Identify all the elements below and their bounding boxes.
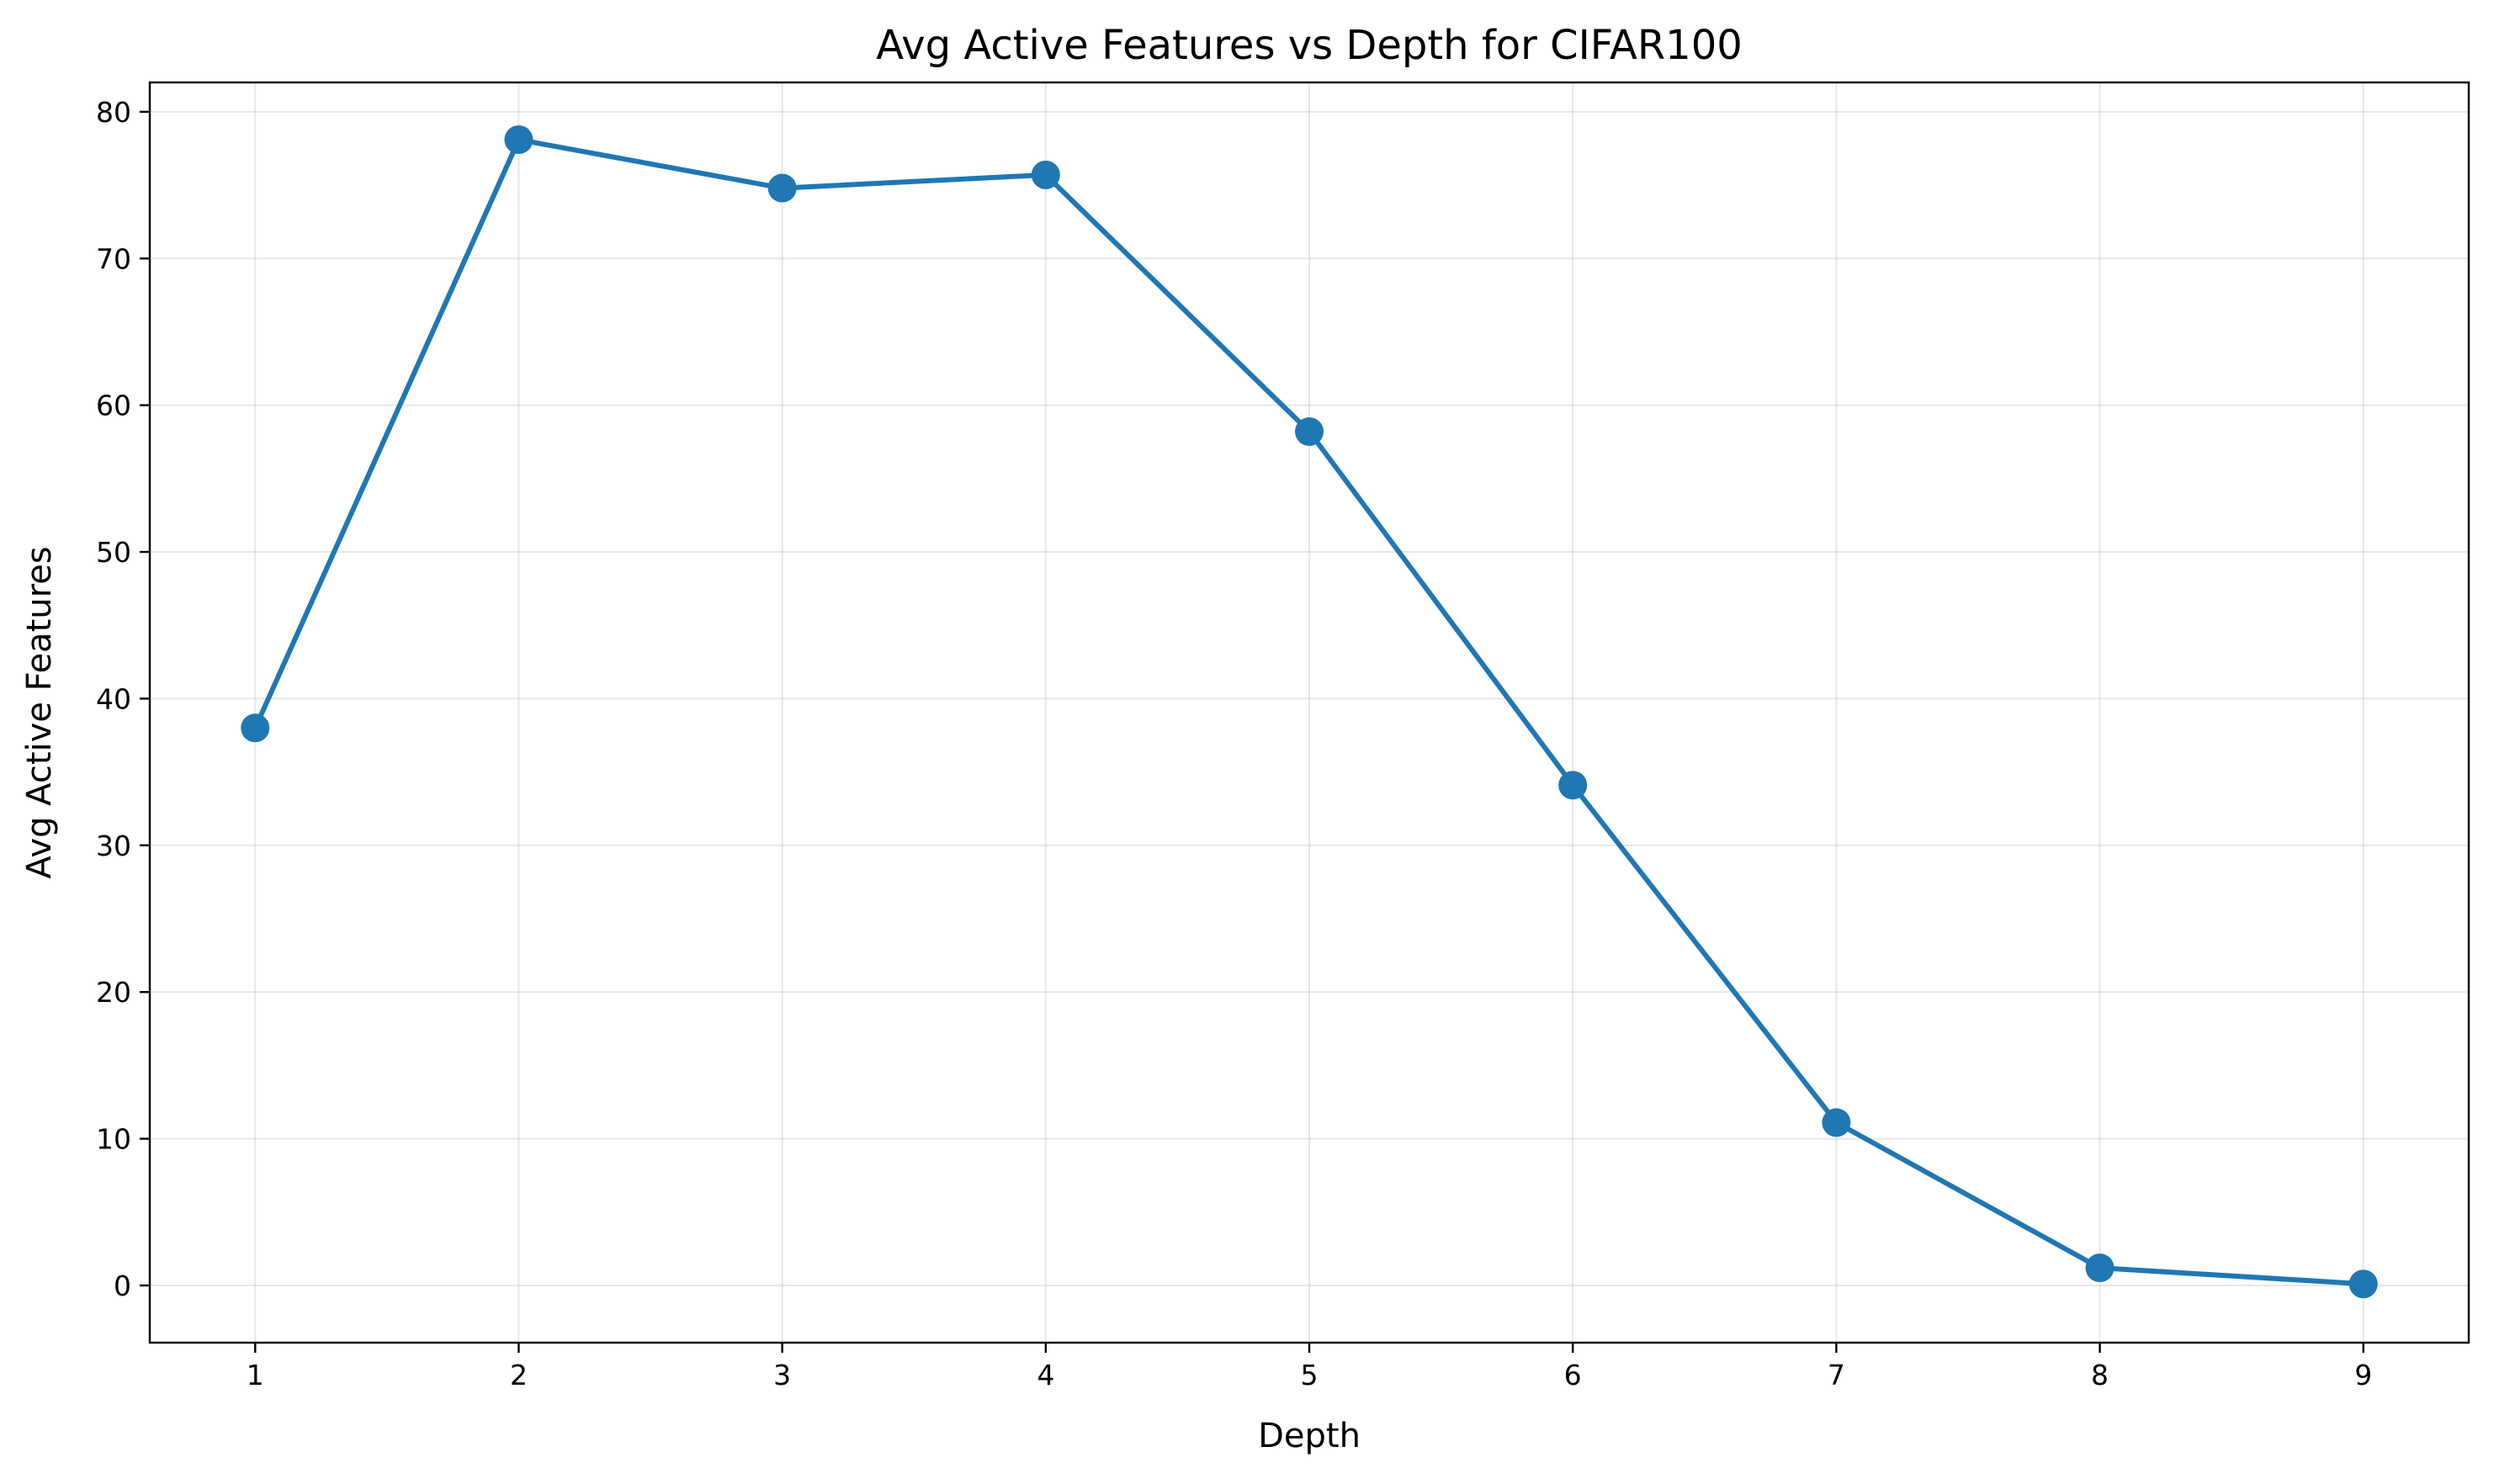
y-tick-label: 80 <box>96 96 131 129</box>
y-tick-label: 40 <box>96 682 131 715</box>
data-point <box>1031 160 1060 189</box>
data-point <box>767 173 797 203</box>
data-point <box>1822 1108 1851 1137</box>
x-tick-label: 6 <box>1564 1359 1582 1391</box>
x-tick-label: 7 <box>1828 1359 1845 1391</box>
y-tick-label: 60 <box>96 390 131 422</box>
x-axis-label: Depth <box>1258 1417 1361 1455</box>
y-tick-label: 0 <box>114 1269 131 1302</box>
axis-ticks: 1 2 3 4 5 6 7 8 9 0 10 20 30 40 50 60 70 80 <box>96 96 2372 1391</box>
x-tick-label: 3 <box>773 1359 791 1391</box>
y-tick-label: 30 <box>96 829 131 862</box>
data-point <box>1558 771 1588 800</box>
data-point <box>504 125 533 155</box>
x-tick-label: 8 <box>2091 1359 2109 1391</box>
data-point <box>241 713 270 743</box>
grid-lines <box>150 82 2469 1343</box>
y-tick-label: 10 <box>96 1123 131 1156</box>
y-tick-label: 20 <box>96 976 131 1009</box>
x-tick-label: 2 <box>510 1359 528 1391</box>
x-tick-label: 5 <box>1301 1359 1319 1391</box>
data-point <box>1295 417 1324 447</box>
data-point <box>2348 1269 2378 1299</box>
series-layer <box>241 125 2378 1299</box>
x-tick-label: 1 <box>247 1359 264 1391</box>
x-tick-label: 4 <box>1037 1359 1054 1391</box>
y-tick-label: 50 <box>96 536 131 569</box>
chart-title: Avg Active Features vs Depth for CIFAR10… <box>876 22 1743 69</box>
y-axis-label: Avg Active Features <box>20 546 59 878</box>
y-tick-label: 70 <box>96 242 131 275</box>
data-point <box>2085 1253 2115 1283</box>
x-tick-label: 9 <box>2354 1359 2372 1391</box>
